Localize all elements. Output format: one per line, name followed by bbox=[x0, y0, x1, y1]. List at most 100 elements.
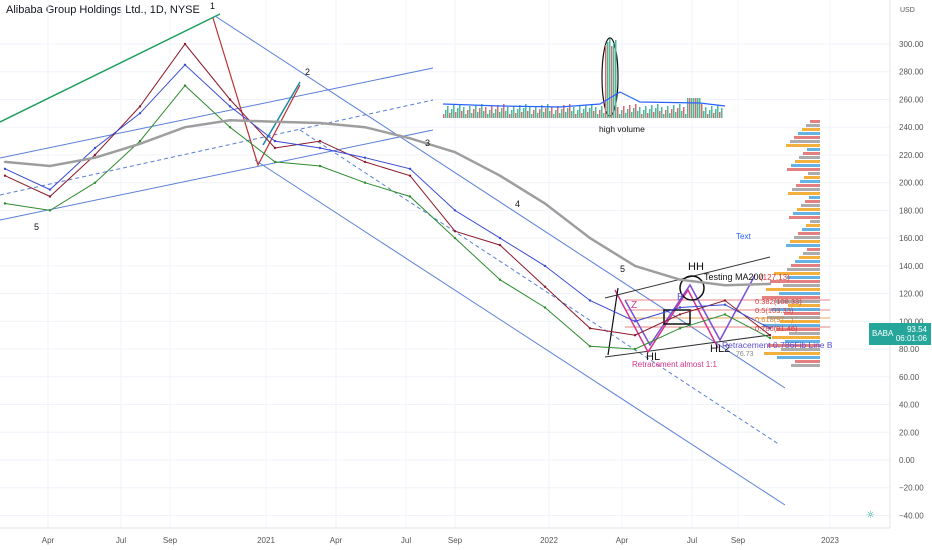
price-tick-label: 260.00 bbox=[899, 95, 924, 104]
volume-profile-bar bbox=[800, 180, 820, 183]
volume-bar bbox=[689, 98, 691, 118]
price-tag-countdown: 06:01:06 bbox=[895, 334, 927, 343]
series-point bbox=[363, 181, 367, 184]
volume-bar bbox=[487, 114, 489, 118]
volume-profile-bar bbox=[764, 352, 820, 355]
fib-0382-label: 0.382(108.33) bbox=[755, 297, 802, 306]
time-tick-label: 2021 bbox=[257, 536, 275, 545]
series-point bbox=[588, 345, 592, 348]
volume-bar bbox=[713, 113, 715, 118]
volume-inset bbox=[442, 39, 726, 118]
volume-profile-bar bbox=[794, 136, 820, 139]
volume-profile-bar bbox=[796, 184, 820, 187]
time-axis[interactable]: Apr Jul Sep 2021 Apr Jul Sep 2022 Apr Jul Sep 2023 bbox=[42, 536, 840, 545]
series-point bbox=[48, 209, 52, 212]
volume-profile-bar bbox=[770, 280, 820, 283]
series-point bbox=[363, 160, 367, 164]
series-point bbox=[588, 327, 592, 330]
volume-bar bbox=[665, 110, 667, 118]
volume-bar bbox=[609, 39, 611, 118]
price-line bbox=[4, 43, 771, 336]
volume-bar bbox=[489, 110, 491, 118]
volume-bar bbox=[699, 98, 701, 118]
volume-bar bbox=[541, 105, 543, 118]
series-point bbox=[273, 160, 277, 164]
series-point bbox=[453, 236, 457, 240]
volume-profile-bar bbox=[787, 268, 820, 271]
volume-bar bbox=[535, 106, 537, 118]
price-tick-label: 240.00 bbox=[899, 123, 924, 132]
series-point bbox=[678, 306, 682, 309]
green-trendline bbox=[0, 13, 221, 123]
series-point bbox=[453, 230, 457, 233]
time-tick-label: 2022 bbox=[540, 536, 558, 545]
series-point bbox=[633, 347, 637, 351]
volume-bar bbox=[669, 113, 671, 118]
volume-bar bbox=[529, 107, 531, 118]
time-tick-label: Jul bbox=[401, 536, 411, 545]
price-axis[interactable]: 300.00 280.00 260.00 240.00 220.00 200.00 180.… bbox=[899, 40, 924, 520]
volume-bar bbox=[515, 113, 517, 118]
volume-profile-bar bbox=[767, 316, 820, 319]
volume-profile-bar bbox=[801, 204, 820, 207]
volume-bar bbox=[485, 107, 487, 118]
hh-circle bbox=[679, 275, 705, 301]
volume-bar bbox=[661, 107, 663, 118]
volume-bar bbox=[443, 114, 445, 118]
volume-profile-bar bbox=[789, 332, 820, 335]
volume-profile-bar bbox=[793, 212, 820, 215]
series-point bbox=[183, 126, 187, 129]
series-point bbox=[138, 105, 142, 108]
series-point bbox=[543, 202, 547, 205]
volume-bar bbox=[645, 106, 647, 118]
volume-bar bbox=[613, 43, 615, 118]
retracement-equal-label: Retracement almost 1:1 bbox=[632, 360, 717, 369]
volume-profile-bar bbox=[766, 288, 820, 291]
series-point bbox=[363, 126, 367, 129]
volume-bar bbox=[511, 110, 513, 118]
volume-profile-bar bbox=[806, 224, 820, 227]
drawings bbox=[0, 13, 830, 506]
series-point bbox=[408, 167, 412, 170]
volume-bar bbox=[579, 106, 581, 118]
fib-0786-label: 0.786(91.46) bbox=[755, 324, 798, 333]
volume-profile-bar bbox=[795, 260, 820, 263]
volume-profile-bar bbox=[775, 300, 820, 303]
volume-bar bbox=[581, 113, 583, 118]
volume-bar bbox=[493, 113, 495, 118]
volume-bar bbox=[715, 109, 717, 118]
volume-bar bbox=[445, 110, 447, 118]
volume-bar bbox=[649, 109, 651, 118]
volume-profile-bar bbox=[809, 196, 820, 199]
volume-bar bbox=[631, 112, 633, 118]
series-point bbox=[633, 264, 637, 268]
volume-profile-bar bbox=[810, 120, 820, 123]
volume-profile-bar bbox=[787, 276, 820, 279]
zigzag-pink bbox=[614, 288, 719, 354]
volume-bar bbox=[467, 110, 469, 118]
volume-profile-bar bbox=[799, 156, 820, 159]
time-tick-label: 2023 bbox=[821, 536, 839, 545]
volume-profile-bar bbox=[791, 164, 820, 167]
series-point bbox=[543, 264, 547, 268]
volume-bar bbox=[559, 113, 561, 118]
volume-bar bbox=[563, 105, 565, 118]
volume-bar bbox=[569, 104, 571, 118]
volume-bar bbox=[673, 105, 675, 118]
volume-profile-bar bbox=[772, 336, 820, 339]
series-point bbox=[453, 209, 457, 212]
volume-profile-bar bbox=[783, 284, 820, 287]
volume-bar bbox=[513, 106, 515, 118]
series-point bbox=[93, 146, 97, 150]
volume-bar bbox=[465, 114, 467, 118]
series-point bbox=[138, 112, 142, 115]
arrow-1-2 bbox=[212, 17, 301, 167]
volume-bar bbox=[615, 40, 617, 118]
gear-icon: ☼ bbox=[866, 510, 875, 521]
volume-profile-bar bbox=[802, 128, 820, 131]
time-tick-label: Sep bbox=[163, 536, 178, 545]
time-tick-label: Sep bbox=[448, 536, 463, 545]
volume-profile-bar bbox=[799, 256, 820, 259]
series-point bbox=[48, 164, 52, 168]
